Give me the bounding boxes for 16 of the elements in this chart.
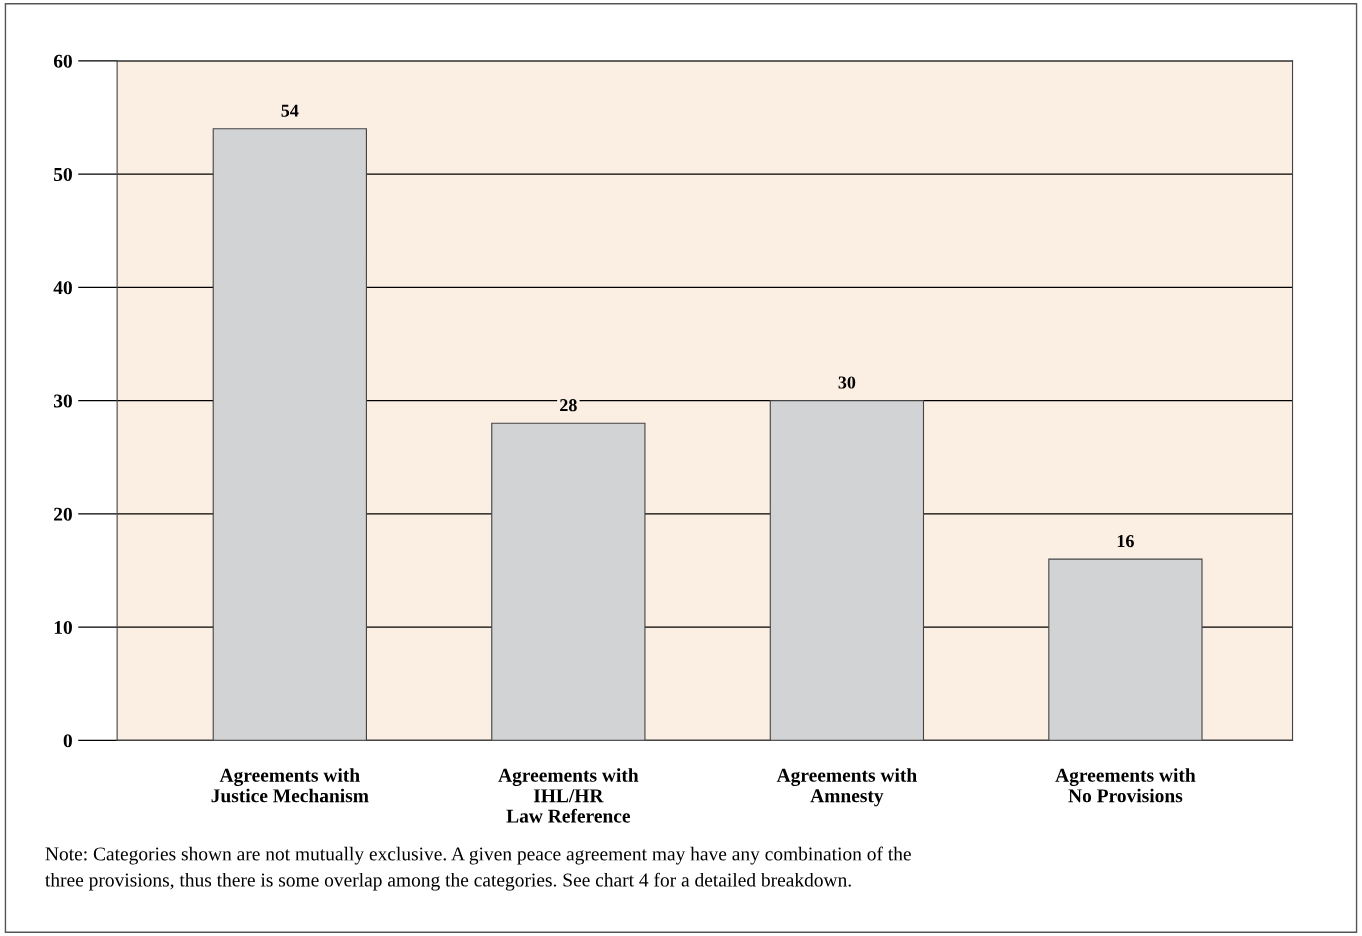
y-tick-label: 50	[54, 167, 72, 182]
y-tick-label: 60	[53, 54, 72, 68]
y-tick-label: 0	[63, 734, 72, 748]
data-label: 54	[281, 104, 299, 117]
y-tick-label: 20	[54, 507, 72, 521]
x-tick-label: Agreements with Amnesty	[776, 768, 917, 807]
y-tick-label: 40	[53, 281, 72, 295]
x-tick-label: Agreements with No Provisions	[1055, 768, 1196, 803]
data-label: 28	[560, 399, 577, 412]
text: Note: Categories shown are not mutually exclusive. A given peace agreement may have any combination of the three provisions, thus there is some overlap among the categories. See chart 4 for a detailed breakdown.	[45, 846, 911, 891]
data-label: 30	[838, 376, 856, 389]
y-tick-label: 30	[53, 394, 72, 408]
x-tick-label: Agreements with Justice Mechanism	[211, 768, 369, 803]
y-tick-label: 10	[54, 620, 72, 635]
x-tick-label: Agreements with IHL/HR Law Reference	[498, 768, 639, 823]
data-label: 16	[1117, 535, 1134, 548]
